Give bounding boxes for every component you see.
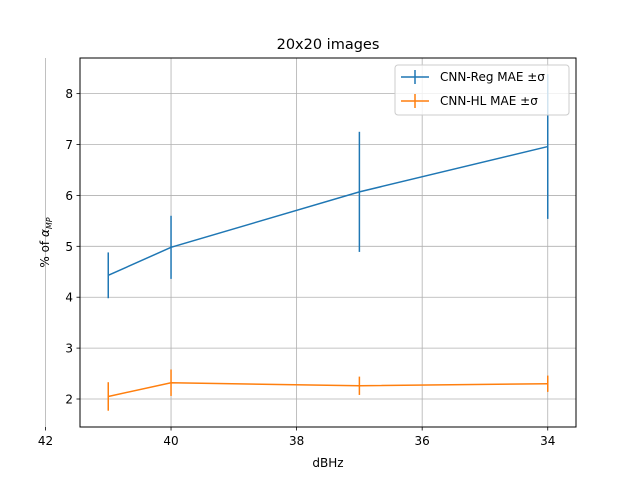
y-axis-label-subscript: MP [45,217,54,229]
y-axis-label: % of αMP [38,217,54,267]
series-group [107,74,549,411]
y-tick-label: 4 [65,291,73,305]
y-tick-label: 6 [65,189,73,203]
y-tick-label: 3 [65,342,73,356]
y-tick-label: 7 [65,138,73,152]
legend: CNN-Reg MAE ±σ CNN-HL MAE ±σ [394,64,570,116]
x-tick-label: 36 [415,434,430,448]
legend-label-cnn-hl: CNN-HL MAE ±σ [440,94,538,108]
y-axis-label-symbol: α [38,229,52,237]
legend-box [394,64,570,116]
x-tick-label: 42 [38,434,53,448]
x-tick-label: 40 [163,434,178,448]
legend-label-cnn-reg: CNN-Reg MAE ±σ [440,70,545,84]
y-axis-label-prefix: % of [38,237,52,268]
plot-frame [79,57,577,428]
x-tick-label: 34 [540,434,555,448]
x-tick-label: 38 [289,434,304,448]
y-tick-label: 8 [65,87,73,101]
y-tick-label: 5 [65,240,73,254]
chart-title: 20x20 images [277,37,380,53]
series-line-1 [108,381,548,398]
x-axis-label: dBHz [312,456,343,470]
y-tick-label: 2 [65,393,73,407]
series-line-0 [107,145,548,277]
